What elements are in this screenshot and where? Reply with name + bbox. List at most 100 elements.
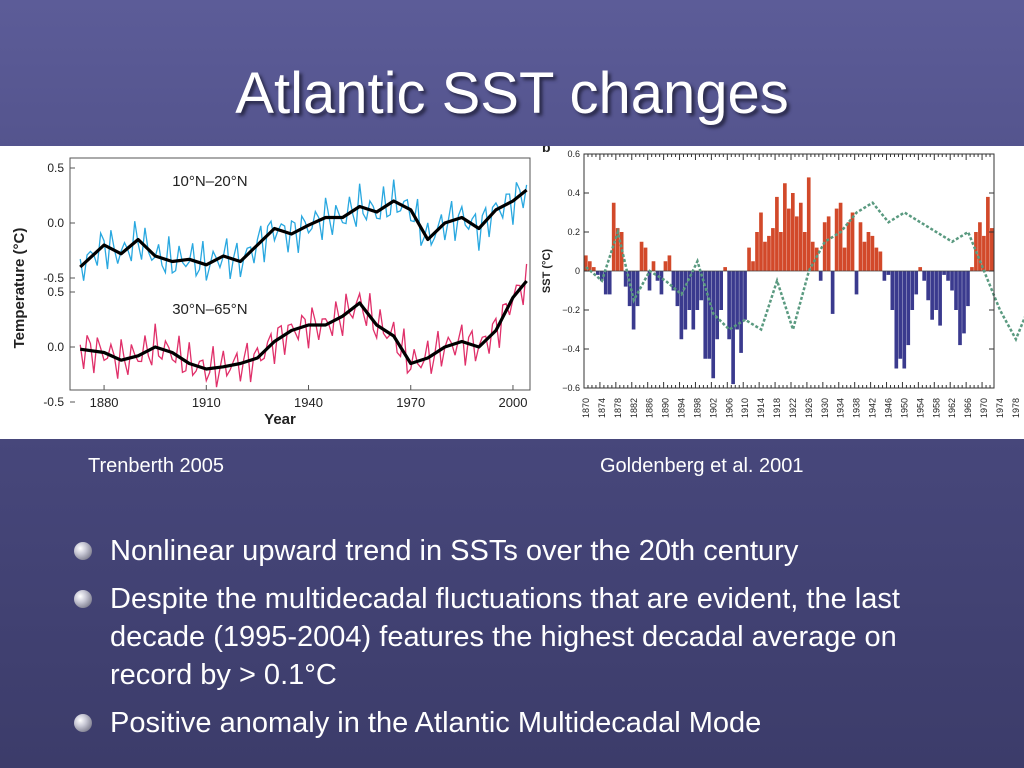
anomaly-bar [910, 271, 915, 310]
y-tick-label: 0.6 [567, 149, 580, 159]
anomaly-bar [595, 271, 600, 275]
anomaly-bar [591, 267, 596, 271]
anomaly-bar [763, 241, 767, 271]
x-tick-label: 1906 [724, 398, 734, 418]
y-tick-label: 0.0 [47, 216, 64, 230]
anomaly-bar [822, 222, 827, 271]
bullet-item: Despite the multidecadal fluctuations th… [72, 580, 972, 694]
bullet-icon [74, 714, 92, 732]
anomaly-bar [934, 271, 938, 310]
anomaly-bar [850, 212, 855, 271]
anomaly-bar [775, 196, 779, 271]
anomaly-bar [731, 271, 735, 385]
y-tick-label: 0.0 [47, 340, 64, 354]
bullet-text: Positive anomaly in the Atlantic Multide… [110, 707, 762, 739]
anomaly-bar [659, 271, 664, 295]
x-tick-label: 1974 [995, 398, 1005, 418]
anomaly-bar [866, 232, 871, 271]
x-tick-label: 1958 [931, 398, 941, 418]
anomaly-bar [970, 267, 974, 271]
trenberth-figure: 0.5 0.0 -0.5 10°N–20°N 0.5 0.0 -0.5 30°N–65°N 18… [0, 146, 538, 439]
x-tick-label: 1890 [661, 398, 671, 418]
anomaly-bar [958, 271, 962, 346]
panel-letter: b [542, 146, 551, 155]
anomaly-bar [603, 271, 608, 295]
y-tick-label: -0.5 [43, 395, 64, 409]
y-tick-label: 0.5 [47, 285, 64, 299]
anomaly-bar [675, 271, 680, 307]
anomaly-bar [810, 241, 815, 271]
smoothed-series-line [79, 188, 528, 269]
y-tick-label: 0.2 [567, 227, 580, 237]
y-tick-label: −0.4 [562, 344, 580, 354]
anomaly-bar [982, 235, 986, 271]
anomaly-bar [691, 271, 696, 330]
bullet-text: Nonlinear upward trend in SSTs over the … [110, 535, 799, 567]
anomaly-bar [783, 183, 787, 271]
goldenberg-figure: b 0.6 0.4 0.2 0 −0.2 −0.4 −0.6 1870 1874 1878 1882 1… [538, 146, 1024, 439]
anomaly-bar [587, 261, 592, 271]
bullet-icon [74, 542, 92, 560]
anomaly-bar [898, 271, 903, 359]
anomaly-bar [926, 271, 930, 301]
x-tick-label: 1922 [788, 398, 798, 418]
x-tick-label: 1886 [645, 398, 655, 418]
x-tick-label: 1970 [396, 395, 425, 410]
anomaly-bar [707, 271, 712, 359]
anomaly-bar [715, 271, 720, 340]
x-tick-label: 1914 [756, 398, 766, 418]
anomaly-bar [966, 271, 970, 307]
caption-trenberth: Trenberth 2005 [88, 455, 225, 477]
y-axis-label: SST (°C) [541, 249, 553, 293]
anomaly-bar [671, 271, 676, 291]
x-tick-label: 1930 [820, 398, 830, 418]
x-tick-label: 1966 [963, 398, 973, 418]
anomaly-bar [798, 202, 803, 271]
anomaly-bar [950, 271, 954, 291]
anomaly-bar [802, 232, 807, 271]
x-tick-label: 1934 [836, 398, 846, 418]
anomaly-bar [683, 271, 688, 330]
anomaly-bar [922, 271, 927, 281]
anomaly-bar [914, 271, 919, 295]
bullet-icon [74, 590, 92, 608]
anomaly-bar [655, 271, 660, 281]
anomaly-bar [719, 271, 724, 310]
anomaly-bar [711, 271, 716, 379]
anomaly-bar [679, 271, 684, 340]
x-tick-label: 1898 [692, 398, 702, 418]
x-tick-label: 1940 [294, 395, 323, 410]
x-tick-label: 1910 [192, 395, 221, 410]
anomaly-bar [759, 212, 763, 271]
anomaly-bar [739, 271, 743, 353]
slide-title: Atlantic SST changes [235, 61, 789, 126]
x-tick-label: 1874 [597, 398, 607, 418]
anomaly-bar [667, 255, 672, 271]
anomaly-bar [954, 271, 958, 310]
anomaly-bar [854, 271, 859, 295]
anomaly-bar [635, 271, 640, 307]
anomaly-bar [639, 241, 644, 271]
anomaly-bar [747, 247, 751, 271]
x-tick-label: 1910 [740, 398, 750, 418]
anomaly-bar [906, 271, 911, 346]
anomaly-bar [962, 271, 966, 334]
anomaly-bar [806, 177, 811, 271]
bullet-list: Nonlinear upward trend in SSTs over the … [72, 532, 972, 752]
x-tick-label: 1880 [90, 395, 119, 410]
anomaly-bar [858, 222, 863, 271]
anomaly-bar [627, 271, 632, 307]
y-tick-label: 0.4 [567, 188, 580, 198]
x-tick-label: 1918 [772, 398, 782, 418]
smoothed-series-line [80, 279, 528, 371]
anomaly-bar [615, 228, 620, 271]
bullet-item: Nonlinear upward trend in SSTs over the … [72, 532, 972, 570]
trenberth-chart: 0.5 0.0 -0.5 10°N–20°N 0.5 0.0 -0.5 30°N–65°N 18… [11, 157, 531, 428]
y-tick-label: −0.6 [562, 383, 580, 393]
anomaly-bar [862, 241, 867, 271]
anomaly-bar [814, 247, 819, 271]
anomaly-bar [643, 247, 648, 271]
x-tick-label: 1954 [915, 398, 925, 418]
x-tick-label: 1950 [899, 398, 909, 418]
